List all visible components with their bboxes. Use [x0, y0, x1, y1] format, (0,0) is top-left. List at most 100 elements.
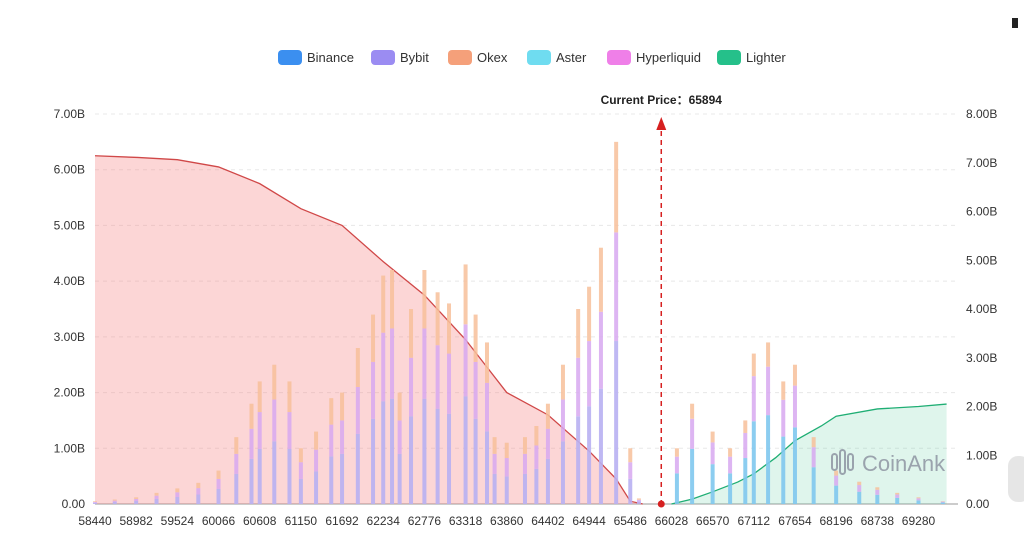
x-tick-label: 66570	[696, 514, 730, 528]
bar-segment-mid	[390, 329, 394, 399]
bar-segment-top	[340, 393, 344, 421]
x-tick-label: 59524	[161, 514, 195, 528]
bar-segment-base	[728, 473, 732, 504]
bar-segment-base	[546, 459, 550, 504]
bar-segment-top	[356, 348, 360, 387]
bar-segment-base	[637, 501, 641, 504]
y-right-tick-label: 5.00B	[966, 253, 997, 267]
bar-segment-base	[447, 414, 451, 504]
x-tick-label: 61692	[325, 514, 359, 528]
bar-segment-base	[409, 416, 413, 504]
bar-segment-base	[599, 389, 603, 504]
bar-segment-top	[329, 398, 333, 424]
y-right-tick-label: 7.00B	[966, 156, 997, 170]
bar-segment-mid	[447, 354, 451, 414]
bar-segment-mid	[234, 454, 238, 474]
bar-segment-base	[875, 495, 879, 504]
bar-segment-base	[422, 399, 426, 504]
bar-segment-top	[523, 437, 527, 454]
bar-segment-base	[258, 449, 262, 504]
y-left-tick-label: 2.00B	[54, 386, 85, 400]
bar-segment-base	[329, 456, 333, 504]
bar-segment-base	[134, 501, 138, 504]
bar-segment-top	[857, 482, 861, 485]
bar-segment-base	[272, 441, 276, 504]
bar-segment-top	[422, 270, 426, 329]
bar-segment-mid	[781, 400, 785, 437]
bar-segment-mid	[485, 383, 489, 431]
bar-segment-top	[505, 443, 509, 458]
bar-segment-top	[752, 354, 756, 377]
legend-swatch	[527, 50, 551, 65]
y-left-tick-label: 6.00B	[54, 163, 85, 177]
bar-segment-mid	[534, 446, 538, 469]
y-left-tick-label: 0.00	[62, 497, 86, 511]
bar-segment-base	[561, 441, 565, 504]
watermark-text: CoinAnk	[862, 451, 946, 476]
y-right-tick-label: 3.00B	[966, 351, 997, 365]
bar-segment-base	[690, 449, 694, 504]
bar-segment-top	[812, 437, 816, 447]
x-tick-label: 64944	[572, 514, 606, 528]
bar-segment-base	[299, 479, 303, 504]
bar-segment-mid	[546, 429, 550, 459]
legend-label: Okex	[477, 50, 508, 65]
bar-segment-base	[398, 454, 402, 504]
bar-segment-top	[314, 432, 318, 450]
bar-segment-base	[196, 494, 200, 504]
cumulative-short-area	[95, 156, 643, 504]
bar-segment-top	[793, 365, 797, 386]
bar-segment-mid	[464, 324, 468, 396]
bar-segment-mid	[134, 499, 138, 501]
bar-segment-top	[409, 309, 413, 358]
bar-segment-mid	[474, 362, 478, 419]
bar-segment-top	[287, 381, 291, 412]
bar-segment-mid	[561, 400, 565, 442]
bar-segment-mid	[895, 495, 899, 498]
legend-swatch	[371, 50, 395, 65]
bar-segment-base	[587, 406, 591, 504]
x-tick-label: 69280	[902, 514, 936, 528]
legend-label: Aster	[556, 50, 587, 65]
bar-segment-mid	[93, 502, 97, 503]
y-right-tick-label: 1.00B	[966, 448, 997, 462]
bar-segment-top	[561, 365, 565, 400]
legend-swatch	[717, 50, 741, 65]
bar-segment-top	[743, 420, 747, 433]
bar-segment-base	[781, 437, 785, 504]
y-right-tick-label: 0.00	[966, 497, 990, 511]
bar-segment-mid	[711, 442, 715, 464]
side-drawer-handle[interactable]	[1008, 456, 1024, 502]
bar-segment-mid	[155, 496, 159, 499]
bar-segment-top	[398, 393, 402, 421]
bar-segment-top	[728, 448, 732, 456]
bar-segment-mid	[916, 498, 920, 500]
y-right-tick-label: 6.00B	[966, 205, 997, 219]
bar-segment-mid	[371, 362, 375, 419]
x-tick-label: 58440	[78, 514, 112, 528]
bar-segment-mid	[299, 462, 303, 479]
bar-segment-mid	[217, 479, 221, 489]
legend-label: Lighter	[746, 50, 786, 65]
bar-segment-base	[381, 401, 385, 504]
bar-segment-mid	[287, 412, 291, 449]
x-tick-label: 62776	[408, 514, 442, 528]
x-tick-label: 60608	[243, 514, 277, 528]
bar-segment-base	[812, 467, 816, 504]
x-tick-label: 64402	[531, 514, 565, 528]
bar-segment-base	[371, 419, 375, 504]
bar-segment-mid	[752, 376, 756, 421]
x-tick-label: 62234	[367, 514, 401, 528]
bar-segment-top	[196, 483, 200, 488]
bar-segment-top	[134, 497, 138, 499]
bar-segment-top	[299, 448, 303, 462]
bar-segment-base	[155, 499, 159, 504]
bar-segment-top	[690, 404, 694, 419]
bar-segment-mid	[614, 232, 618, 341]
bar-segment-mid	[409, 358, 413, 417]
bar-segment-top	[485, 342, 489, 382]
bar-segment-mid	[857, 485, 861, 492]
bar-segment-base	[614, 341, 618, 504]
bar-segment-top	[493, 437, 497, 454]
bar-segment-mid	[329, 425, 333, 457]
